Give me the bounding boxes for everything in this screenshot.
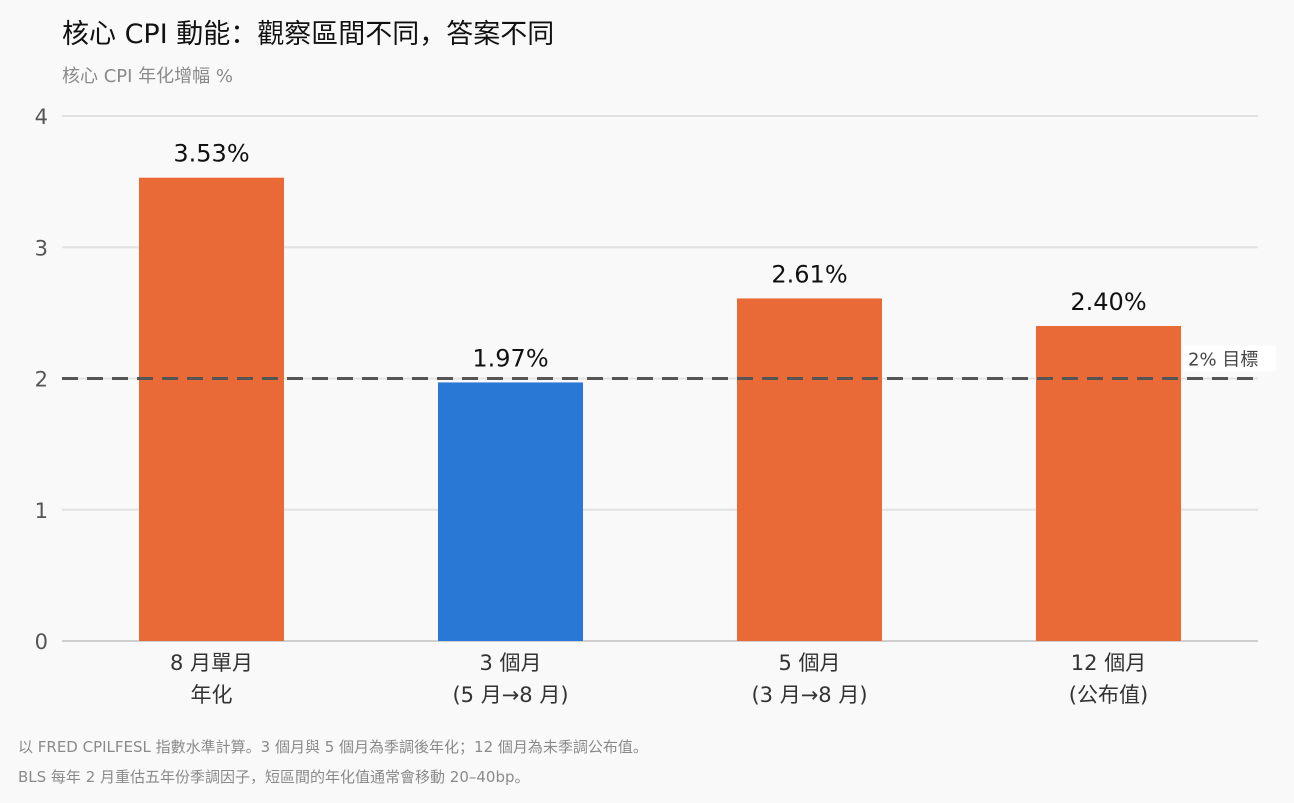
- x-tick-label: (5 月→8 月): [452, 683, 568, 707]
- footnote-line-1: 以 FRED CPILFESL 指數水準計算。3 個月與 5 個月為季調後年化；…: [18, 738, 648, 756]
- bar-value-label: 3.53%: [173, 140, 249, 168]
- x-tick-label: (公布值): [1069, 683, 1148, 707]
- y-tick-label: 3: [35, 236, 48, 260]
- footnote-line-2: BLS 每年 2 月重估五年份季調因子，短區間的年化值通常會移動 20–40bp…: [18, 768, 530, 786]
- x-tick-label: 年化: [191, 683, 233, 707]
- bar: [1036, 326, 1181, 641]
- chart-subtitle: 核心 CPI 年化增幅 %: [62, 66, 233, 87]
- target-label: 2% 目標: [1188, 350, 1258, 371]
- x-tick-label: 12 個月: [1071, 651, 1146, 675]
- x-tick-label: 8 月單月: [170, 651, 253, 675]
- bar-value-label: 2.61%: [771, 260, 847, 288]
- bar: [737, 298, 882, 641]
- y-tick-label: 0: [35, 630, 48, 654]
- x-tick-label: (3 月→8 月): [751, 683, 867, 707]
- chart-title: 核心 CPI 動能：觀察區間不同，答案不同: [62, 19, 555, 50]
- bar-value-label: 2.40%: [1070, 288, 1146, 316]
- y-tick-label: 2: [35, 368, 48, 392]
- footnotes: 以 FRED CPILFESL 指數水準計算。3 個月與 5 個月為季調後年化；…: [18, 732, 648, 792]
- x-tick-label: 5 個月: [778, 651, 840, 675]
- bar: [438, 382, 583, 641]
- x-tick-label: 3 個月: [479, 651, 541, 675]
- bar-value-label: 1.97%: [472, 344, 548, 372]
- y-tick-label: 1: [35, 499, 48, 523]
- target-label-background: [1184, 345, 1276, 372]
- bar: [139, 177, 284, 641]
- y-tick-label: 4: [35, 105, 48, 129]
